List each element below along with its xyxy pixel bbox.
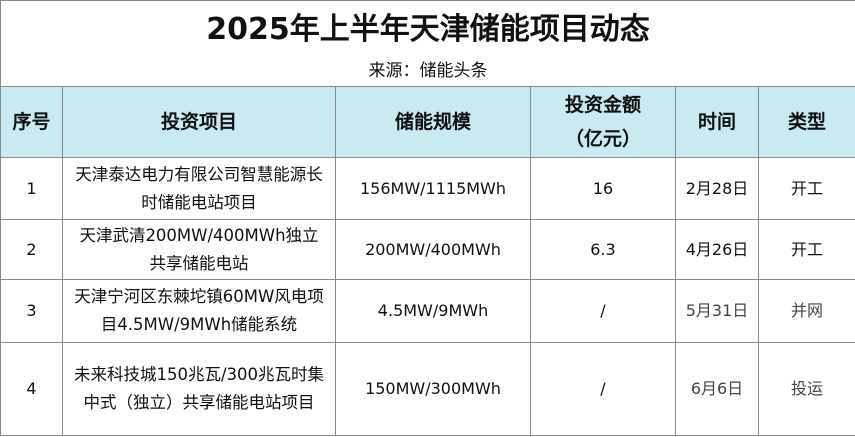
table-cell: 200MW/400MWh — [335, 219, 531, 280]
table-cell: 天津泰达电力有限公司智慧能源长时储能电站项目 — [62, 157, 336, 220]
table-cell: 5月31日 — [675, 279, 759, 343]
table-cell: 未来科技城150兆瓦/300兆瓦时集中式（独立）共享储能电站项目 — [62, 342, 336, 436]
column-header: 类型 — [757, 86, 855, 158]
table-cell: 并网 — [757, 279, 855, 343]
table-cell: 4月26日 — [675, 219, 759, 280]
column-header: 序号 — [0, 86, 63, 158]
table-cell: 天津宁河区东棘坨镇60MW风电项目4.5MW/9MWh储能系统 — [62, 279, 336, 343]
table-source: 来源：储能头条 — [0, 50, 855, 87]
column-header: 投资项目 — [62, 86, 336, 158]
table-cell: 6.3 — [530, 219, 676, 280]
table-cell: 4.5MW/9MWh — [335, 279, 531, 343]
table-row: 4 未来科技城150兆瓦/300兆瓦时集中式（独立）共享储能电站项目 150MW/3… — [0, 342, 855, 436]
table-row: 2 天津武清200MW/400MWh独立共享储能电站 200MW/400MWh 6.3… — [0, 219, 855, 280]
table-cell: / — [530, 342, 676, 436]
table-cell: 天津武清200MW/400MWh独立共享储能电站 — [62, 219, 336, 280]
table-title: 2025年上半年天津储能项目动态 — [0, 0, 855, 50]
table-cell: 150MW/300MWh — [335, 342, 531, 436]
table-cell: 156MW/1115MWh — [335, 157, 531, 220]
table-cell: 1 — [0, 157, 63, 220]
table-cell: 开工 — [757, 219, 855, 280]
table-cell: 16 — [530, 157, 676, 220]
column-header: 时间 — [675, 86, 759, 158]
table-cell: 6月6日 — [675, 342, 759, 436]
table-cell: 2 — [0, 219, 63, 280]
column-header: 投资金额 （亿元） — [530, 86, 676, 158]
table-row: 1 天津泰达电力有限公司智慧能源长时储能电站项目 156MW/1115MWh 16 2月… — [0, 157, 855, 220]
table-cell: 投运 — [757, 342, 855, 436]
table-cell: 3 — [0, 279, 63, 343]
table-row: 3 天津宁河区东棘坨镇60MW风电项目4.5MW/9MWh储能系统 4.5MW/9M… — [0, 279, 855, 343]
table-cell: 开工 — [757, 157, 855, 220]
table-cell: 4 — [0, 342, 63, 436]
table-cell: / — [530, 279, 676, 343]
table-cell: 2月28日 — [675, 157, 759, 220]
column-header: 储能规模 — [335, 86, 531, 158]
